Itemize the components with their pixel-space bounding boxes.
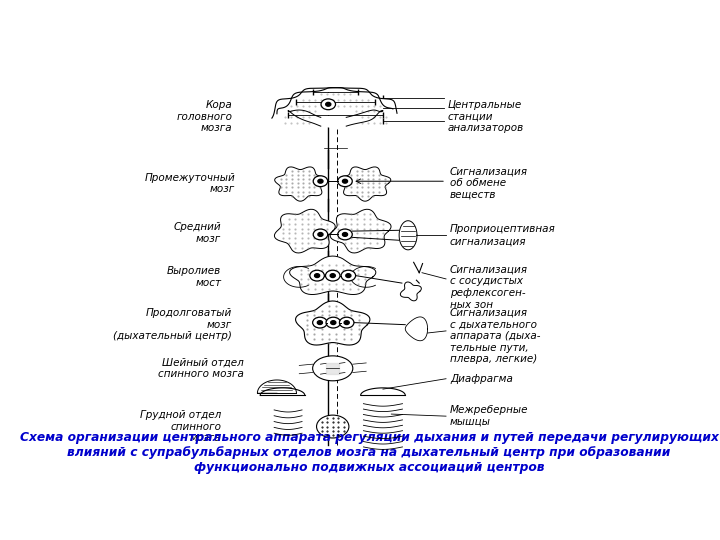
Circle shape xyxy=(326,317,341,328)
Text: Кора
головного
мозга: Кора головного мозга xyxy=(176,100,233,133)
Polygon shape xyxy=(289,256,376,294)
Text: Схема организации центрального аппарата регуляции дыхания и путей передачи регул: Схема организации центрального аппарата … xyxy=(19,431,719,474)
Ellipse shape xyxy=(312,356,353,381)
Polygon shape xyxy=(296,301,370,345)
Circle shape xyxy=(318,179,323,183)
Text: Средний
мозг: Средний мозг xyxy=(174,222,221,244)
Circle shape xyxy=(338,176,352,187)
Circle shape xyxy=(339,317,354,328)
Circle shape xyxy=(330,274,336,278)
Text: Центральные
станции
анализаторов: Центральные станции анализаторов xyxy=(447,100,523,133)
Text: Межреберные
мышцы: Межреберные мышцы xyxy=(450,406,528,427)
Circle shape xyxy=(313,176,328,187)
Polygon shape xyxy=(272,87,393,128)
Polygon shape xyxy=(405,317,428,341)
Circle shape xyxy=(315,274,320,278)
Polygon shape xyxy=(400,282,421,301)
Polygon shape xyxy=(330,210,391,253)
Circle shape xyxy=(321,99,336,110)
Circle shape xyxy=(343,179,348,183)
Text: Выролиев
мост: Выролиев мост xyxy=(167,266,221,288)
Ellipse shape xyxy=(317,415,349,438)
Text: Сигнализация
с дыхательного
аппарата (дыха-
тельные пути,
плевра, легкие): Сигнализация с дыхательного аппарата (ды… xyxy=(450,308,541,364)
Circle shape xyxy=(310,270,324,281)
Text: Грудной отдел
спинного
мозга: Грудной отдел спинного мозга xyxy=(140,410,221,443)
Circle shape xyxy=(318,233,323,237)
Polygon shape xyxy=(339,167,391,201)
Polygon shape xyxy=(351,266,375,287)
Circle shape xyxy=(313,229,328,240)
Circle shape xyxy=(341,270,356,281)
Circle shape xyxy=(346,274,351,278)
Polygon shape xyxy=(258,380,297,393)
Text: Продолговатый
мозг
(дыхательный центр): Продолговатый мозг (дыхательный центр) xyxy=(114,308,233,341)
Text: Проприоцептивная
сигнализация: Проприоцептивная сигнализация xyxy=(450,225,556,246)
Circle shape xyxy=(325,103,330,106)
Circle shape xyxy=(318,321,323,325)
Circle shape xyxy=(343,233,348,237)
Polygon shape xyxy=(275,167,326,201)
Text: Шейный отдел
спинного мозга: Шейный отдел спинного мозга xyxy=(158,357,243,379)
Polygon shape xyxy=(399,221,417,250)
Text: Диафрагма: Диафрагма xyxy=(450,374,513,384)
Circle shape xyxy=(338,229,352,240)
Polygon shape xyxy=(277,87,397,128)
Circle shape xyxy=(325,270,340,281)
Text: Сигнализация
об обмене
веществ: Сигнализация об обмене веществ xyxy=(450,167,528,200)
Text: Промежуточный
мозг: Промежуточный мозг xyxy=(144,172,235,194)
Circle shape xyxy=(344,321,349,325)
Circle shape xyxy=(312,317,327,328)
Circle shape xyxy=(330,321,336,325)
Polygon shape xyxy=(284,266,308,287)
Polygon shape xyxy=(274,210,336,253)
Text: Сигнализация
с сосудистых
рефлексоген-
ных зон: Сигнализация с сосудистых рефлексоген- н… xyxy=(450,265,528,309)
